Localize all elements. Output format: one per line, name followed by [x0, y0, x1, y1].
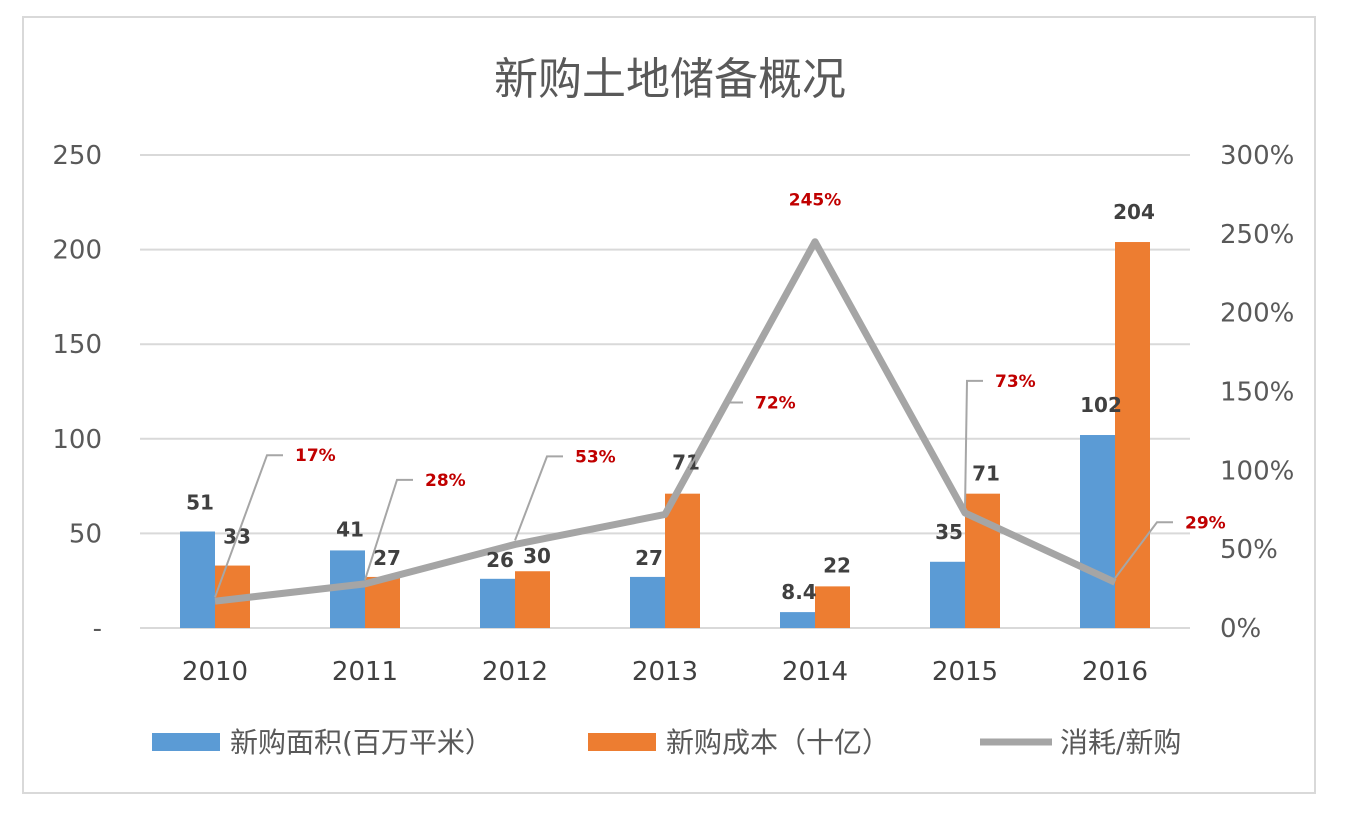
- area-value-label: 51: [186, 491, 214, 515]
- x-tick-label: 2010: [182, 657, 248, 687]
- cost-value-label: 71: [972, 462, 1000, 486]
- area-value-label: 35: [935, 520, 963, 544]
- ratio-value-label: 17%: [295, 446, 336, 466]
- legend-label-area: 新购面积(百万平米）: [230, 726, 493, 759]
- x-tick-label: 2012: [482, 657, 548, 687]
- right-tick-label: 100%: [1220, 456, 1294, 486]
- area-value-label: 8.4: [781, 580, 816, 604]
- area-bar: [630, 576, 665, 628]
- ratio-value-label: 28%: [425, 471, 466, 491]
- x-tick-label: 2013: [632, 657, 698, 687]
- cost-bar: [515, 571, 550, 628]
- ratio-line-path: [214, 238, 1117, 605]
- cost-value-label: 27: [373, 546, 401, 570]
- ratio-value-label: 245%: [789, 191, 842, 211]
- right-tick-label: 150%: [1220, 378, 1294, 408]
- area-bar: [1080, 435, 1115, 628]
- legend-label-cost: 新购成本（十亿）: [666, 726, 890, 759]
- area-bar: [180, 531, 215, 628]
- legend: 新购面积(百万平米） 新购成本（十亿） 消耗/新购: [152, 726, 1181, 759]
- ratio-leader-line: [664, 401, 743, 511]
- legend-swatch-cost: [588, 733, 656, 751]
- area-bar: [480, 578, 515, 628]
- right-tick-label: 300%: [1220, 141, 1294, 171]
- chart-frame: [22, 16, 1316, 794]
- ratio-value-label: 53%: [575, 447, 616, 467]
- cost-value-label: 22: [823, 553, 851, 577]
- cost-bar: [815, 586, 850, 628]
- left-tick-label: 150: [52, 330, 102, 360]
- x-tick-label: 2016: [1082, 657, 1148, 687]
- right-tick-label: 0%: [1220, 614, 1261, 644]
- left-tick-label: 50: [69, 519, 102, 549]
- area-bar: [780, 612, 815, 628]
- area-value-label: 102: [1080, 393, 1122, 417]
- cost-value-label: 204: [1113, 200, 1155, 224]
- right-tick-label: 50%: [1220, 535, 1278, 565]
- legend-label-ratio: 消耗/新购: [1060, 726, 1181, 759]
- area-bar: [930, 561, 965, 628]
- x-tick-label: 2011: [332, 657, 398, 687]
- left-axis: - 50 100 150 200 250: [52, 141, 102, 644]
- area-value-label: 41: [336, 517, 364, 541]
- left-tick-label: 200: [52, 236, 102, 266]
- ratio-leader-line: [214, 454, 283, 598]
- chart-title: 新购土地储备概况: [494, 54, 846, 105]
- ratio-value-label: 72%: [755, 393, 796, 413]
- bars: [180, 242, 1150, 629]
- x-tick-label: 2015: [932, 657, 998, 687]
- ratio-value-label: 73%: [995, 372, 1036, 392]
- cost-bar: [1115, 242, 1150, 629]
- ratio-leader-line: [1114, 521, 1173, 579]
- ratio-line: [214, 238, 1117, 605]
- x-axis: 2010 2011 2012 2013 2014 2015 2016: [182, 657, 1148, 687]
- right-tick-label: 200%: [1220, 299, 1294, 329]
- left-tick-label: 100: [52, 425, 102, 455]
- right-axis: 0% 50% 100% 150% 200% 250% 300%: [1220, 141, 1294, 644]
- ratio-leader-line: [964, 379, 983, 509]
- right-tick-label: 250%: [1220, 220, 1294, 250]
- left-tick-label: -: [93, 614, 102, 644]
- ratio-value-label: 29%: [1185, 513, 1226, 533]
- cost-value-label: 30: [523, 544, 551, 568]
- ratio-leader-line: [514, 455, 563, 541]
- ratio-leader-line: [364, 478, 413, 581]
- cost-bar: [665, 493, 700, 628]
- legend-swatch-area: [152, 733, 220, 751]
- x-tick-label: 2014: [782, 657, 848, 687]
- left-tick-label: 250: [52, 141, 102, 171]
- area-value-label: 26: [486, 548, 514, 572]
- cost-value-label: 71: [672, 451, 700, 475]
- area-value-label: 27: [635, 546, 663, 570]
